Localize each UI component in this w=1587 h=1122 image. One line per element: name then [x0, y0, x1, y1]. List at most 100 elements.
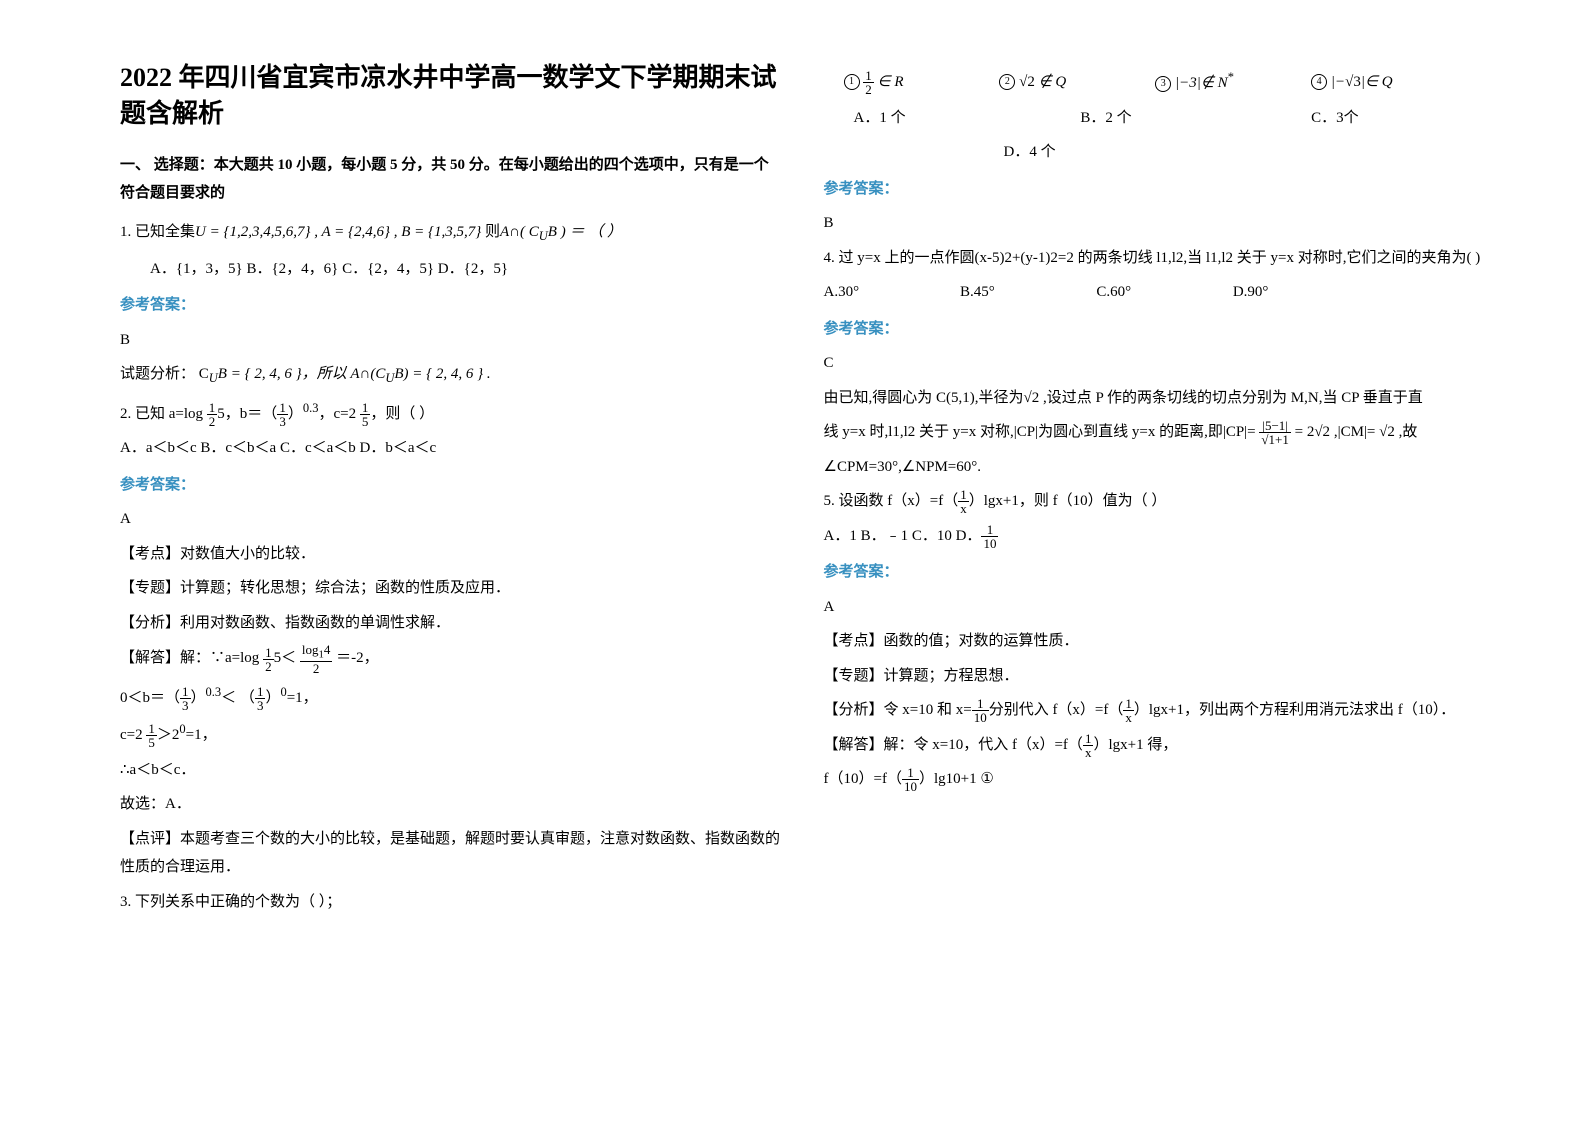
q4-e2b: = 2: [1291, 424, 1314, 440]
q2-sol1: 【解答】解：∵a=log 125＜ log142 ＝-2，: [120, 643, 784, 674]
q4-expl1: 由已知,得圆心为 C(5,1),半径为√2 ,设过点 P 作的两条切线的切点分别…: [824, 384, 1488, 413]
q2-f3n: 1: [360, 401, 371, 415]
q1-answer-label: 参考答案：: [120, 291, 784, 320]
q3-opts-line: A．1 个 B．2 个 C．3个: [824, 104, 1488, 133]
q4-expl3: ∠CPM=30°,∠NPM=60°.: [824, 453, 1488, 482]
q4-od: D.90°: [1233, 278, 1366, 307]
q3-opt3: 3 |−3|∉ N*: [1155, 66, 1311, 98]
q5-sfd: x: [958, 502, 969, 515]
q2-kpt: 对数值大小的比较．: [180, 546, 315, 562]
right-column: 1 12 ∈ R 2 √2 ∉ Q 3 |−3|∉ N* 4 |−√3|∈ Q …: [804, 60, 1508, 1082]
document-title: 2022 年四川省宜宾市凉水井中学高一数学文下学期期末试题含解析: [120, 60, 784, 133]
q5-ofd: 10: [981, 537, 998, 550]
q4-e2s2: √2: [1379, 424, 1395, 440]
q2-m1: 5，b＝（: [217, 406, 277, 422]
q2-ant: 利用对数函数、指数函数的单调性求解．: [180, 615, 450, 631]
q3-oc: C．3个: [1193, 104, 1359, 133]
q2-l2c: ＜: [221, 690, 240, 706]
q2-f2n: 1: [277, 401, 288, 415]
q5-kpl: 【考点】: [824, 633, 884, 649]
left-column: 2022 年四川省宜宾市凉水井中学高一数学文下学期期末试题含解析 一、 选择题：…: [100, 60, 804, 1082]
q3-o4t2: |∈ Q: [1361, 74, 1393, 90]
q2-l2f1d: 3: [180, 699, 191, 712]
q3-o2s: √2: [1019, 74, 1035, 90]
q4-oa: A.30°: [824, 278, 957, 307]
q3-o1fn: 1: [863, 69, 874, 83]
circled-2-icon: 2: [999, 74, 1015, 90]
q5-anb: 分别代入 f（x）=f（: [989, 702, 1124, 718]
q5-answer-label: 参考答案：: [824, 558, 1488, 587]
q4-e1a: 由已知,得圆心为 C(5,1),半径为: [824, 390, 1024, 406]
q2-sol5: 故选：A．: [120, 790, 784, 819]
q5-ana: 令 x=10 和 x=: [884, 702, 972, 718]
circled-4-icon: 4: [1311, 74, 1327, 90]
q3-option-icons: 1 12 ∈ R 2 √2 ∉ Q 3 |−3|∉ N* 4 |−√3|∈ Q: [824, 66, 1488, 98]
q3-o2t: ∉ Q: [1035, 74, 1066, 90]
q3-answer-label: 参考答案：: [824, 175, 1488, 204]
q2-anal: 【分析】利用对数函数、指数函数的单调性求解．: [120, 609, 784, 638]
q2-sf1d: 2: [263, 660, 274, 673]
q5-sfn: 1: [958, 488, 969, 502]
q1-suf2: A∩( C: [500, 224, 539, 240]
q5-sa: 5. 设函数 f（x）=f（: [824, 493, 959, 509]
q5-slfd: x: [1083, 746, 1094, 759]
q5-sll: 【解答】: [824, 737, 884, 753]
q1-sets: U = {1,2,3,4,5,6,7} , A = {2,4,6} , B = …: [195, 224, 485, 240]
q2-l2s: 0.3: [206, 685, 222, 699]
q5-anf: 110: [972, 697, 989, 724]
q2-stem: 2. 已知 a=log 125，b＝（13）0.3，c=2 15，则（ ）: [120, 397, 784, 429]
q5-anal: 【分析】令 x=10 和 x=110分别代入 f（x）=f（1x）lgx+1，列…: [824, 696, 1488, 725]
q5-slf2n: 1: [902, 766, 919, 780]
q5-opts: A．1 B．﹣1 C．10 D．110: [824, 522, 1488, 551]
q2-l3fd: 5: [146, 736, 157, 749]
q2-cml: 【点评】: [120, 831, 180, 847]
q3-opt1: 1 12 ∈ R: [844, 68, 1000, 97]
q2-l3fn: 1: [146, 722, 157, 736]
q2-answer: A: [120, 505, 784, 534]
q1-an-sub2: U: [385, 371, 394, 385]
q1-an1: 试题分析： C: [120, 366, 209, 382]
q2-sol2: 0＜b＝（13）0.3＜ （13）0=1，: [120, 681, 784, 713]
q2-answer-label: 参考答案：: [120, 471, 784, 500]
q2-l3b: ＞2: [157, 727, 180, 743]
q2-l3a: c=2: [120, 727, 146, 743]
q5-topic: 【专题】计算题；方程思想．: [824, 662, 1488, 691]
q2-sf1n: 1: [263, 646, 274, 660]
q2-slog-n: log14: [300, 643, 333, 661]
q4-e2f: |5−1|√1+1: [1259, 419, 1290, 446]
q2-sf1: 12: [263, 646, 274, 673]
q5-slfn: 1: [1083, 732, 1094, 746]
q5-sb: ）lgx+1，则 f（10）值为（ ）: [969, 493, 1167, 509]
q2-sol4: ∴a＜b＜c．: [120, 756, 784, 785]
q2-l2f2n: 1: [255, 685, 266, 699]
q3-opt4: 4 |−√3|∈ Q: [1311, 68, 1467, 97]
q2-f3d: 5: [360, 415, 371, 428]
q3-o1f: 12: [863, 69, 874, 96]
q4-e2d: ,故: [1395, 424, 1418, 440]
q2-l2f1: 13: [180, 685, 191, 712]
q5-slf2d: 10: [902, 780, 919, 793]
q5-anf2: 1x: [1123, 697, 1134, 724]
q3-o3t: |−3|∉ N: [1175, 75, 1228, 91]
q5-anfd: 10: [972, 711, 989, 724]
q4-e2fn: |5−1|: [1259, 419, 1290, 433]
q4-e1b: ,设过点 P 作的两条切线的切点分别为 M,N,当 CP 垂直于直: [1039, 390, 1423, 406]
q3-star: *: [1228, 70, 1234, 84]
q1-sub: U: [539, 229, 548, 243]
q1-suf3: B ) ＝ （ ）: [548, 224, 622, 240]
q2-m2: ）: [288, 406, 303, 422]
q5-kp: 【考点】函数的值；对数的运算性质．: [824, 627, 1488, 656]
q5-slc: f（10）=f（: [824, 771, 902, 787]
q1-answer: B: [120, 326, 784, 355]
q4-oc: C.60°: [1096, 278, 1229, 307]
q5-sol2: f（10）=f（110）lg10+1 ①: [824, 765, 1488, 794]
q2-f1n: 1: [207, 401, 218, 415]
q2-l2f1n: 1: [180, 685, 191, 699]
q3-o4t: |−: [1331, 74, 1345, 90]
q1-suf1: 则: [485, 224, 500, 240]
q2-cmt: 本题考查三个数的大小的比较，是基础题，解题时要认真审题，注意对数函数、指数函数的…: [120, 831, 780, 876]
q5-anl: 【分析】: [824, 702, 884, 718]
q2-slog-v: 4: [324, 642, 331, 657]
q5-sf: 1x: [958, 488, 969, 515]
q3-ob: B．2 个: [1023, 104, 1189, 133]
